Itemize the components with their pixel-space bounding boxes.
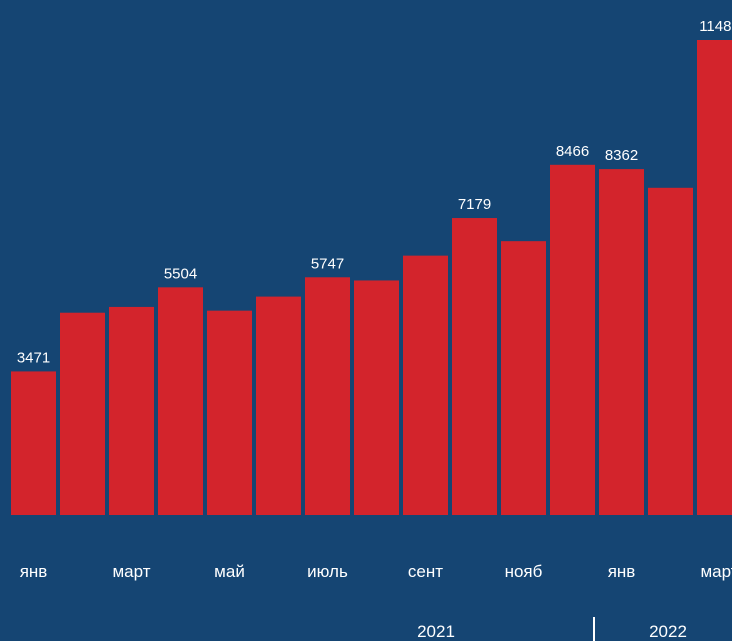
data-label-0: 3471 xyxy=(17,349,50,366)
x-tick-label-5: нояб xyxy=(505,562,543,581)
data-label-9: 7179 xyxy=(458,196,491,213)
x-tick-label-6: янв xyxy=(608,562,636,581)
bar-11 xyxy=(550,164,595,516)
data-label-12: 8362 xyxy=(605,147,638,164)
data-label-14: 11483 xyxy=(699,18,732,35)
bar-13 xyxy=(648,187,693,515)
x-tick-label-4: сент xyxy=(408,562,443,581)
bar-12 xyxy=(599,169,644,515)
bar-2 xyxy=(109,306,154,515)
x-tick-label-3: июль xyxy=(307,562,348,581)
year-label-2022: 2022 xyxy=(649,622,687,641)
bar-9 xyxy=(452,218,497,515)
bar-3 xyxy=(158,287,203,515)
bar-10 xyxy=(501,241,546,516)
x-tick-label-1: март xyxy=(112,562,150,581)
bar-6 xyxy=(305,277,350,515)
x-tick-label-2: май xyxy=(214,562,245,581)
data-label-3: 5504 xyxy=(164,265,197,282)
data-label-6: 5747 xyxy=(311,255,344,272)
year-label-2021: 2021 xyxy=(417,622,455,641)
bar-0 xyxy=(11,371,56,515)
bar-8 xyxy=(403,255,448,515)
x-tick-label-0: янв xyxy=(20,562,48,581)
x-tick-label-7: март xyxy=(700,562,732,581)
bar-14 xyxy=(697,40,732,515)
bar-7 xyxy=(354,280,399,515)
bar-4 xyxy=(207,310,252,515)
data-label-11: 8466 xyxy=(556,143,589,160)
bar-1 xyxy=(60,312,105,515)
bar-5 xyxy=(256,296,301,515)
